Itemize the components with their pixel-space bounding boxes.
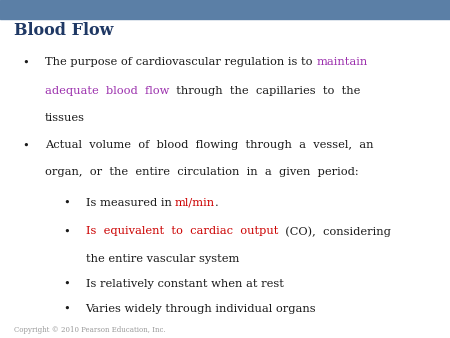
Text: Is measured in: Is measured in [86,198,175,208]
Text: Is  equivalent  to  cardiac  output: Is equivalent to cardiac output [86,226,278,237]
Text: .: . [215,198,219,208]
Bar [0,0,450,19]
Text: •: • [63,304,70,314]
Text: Copyright © 2010 Pearson Education, Inc.: Copyright © 2010 Pearson Education, Inc. [14,326,165,334]
Text: The purpose of cardiovascular regulation is to: The purpose of cardiovascular regulation… [45,57,316,68]
Text: Varies widely through individual organs: Varies widely through individual organs [86,304,316,314]
Text: tissues: tissues [45,113,85,123]
Text: Actual  volume  of  blood  flowing  through  a  vessel,  an: Actual volume of blood flowing through a… [45,140,374,150]
Text: •: • [63,279,70,289]
Text: adequate  blood  flow: adequate blood flow [45,86,169,96]
Text: •: • [63,226,70,237]
Text: ml/min: ml/min [175,198,215,208]
Text: the entire vascular system: the entire vascular system [86,254,239,264]
Text: Is relatively constant when at rest: Is relatively constant when at rest [86,279,284,289]
Text: through  the  capillaries  to  the: through the capillaries to the [169,86,361,96]
Text: organ,  or  the  entire  circulation  in  a  given  period:: organ, or the entire circulation in a gi… [45,167,359,177]
Text: (CO),  considering: (CO), considering [278,226,391,237]
Text: maintain: maintain [316,57,367,68]
Text: •: • [22,140,29,150]
Text: •: • [63,198,70,208]
Text: •: • [22,57,29,68]
Text: Blood Flow: Blood Flow [14,22,113,39]
